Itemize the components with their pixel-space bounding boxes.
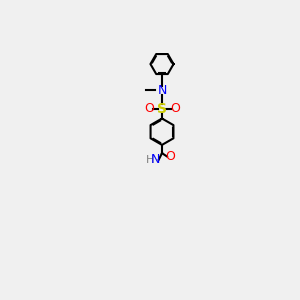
Text: N: N [151,153,160,166]
Text: S: S [157,102,167,116]
Text: N: N [157,84,167,97]
Text: O: O [170,102,180,115]
Text: H: H [146,155,154,165]
Text: O: O [144,102,154,115]
Text: O: O [165,150,175,163]
